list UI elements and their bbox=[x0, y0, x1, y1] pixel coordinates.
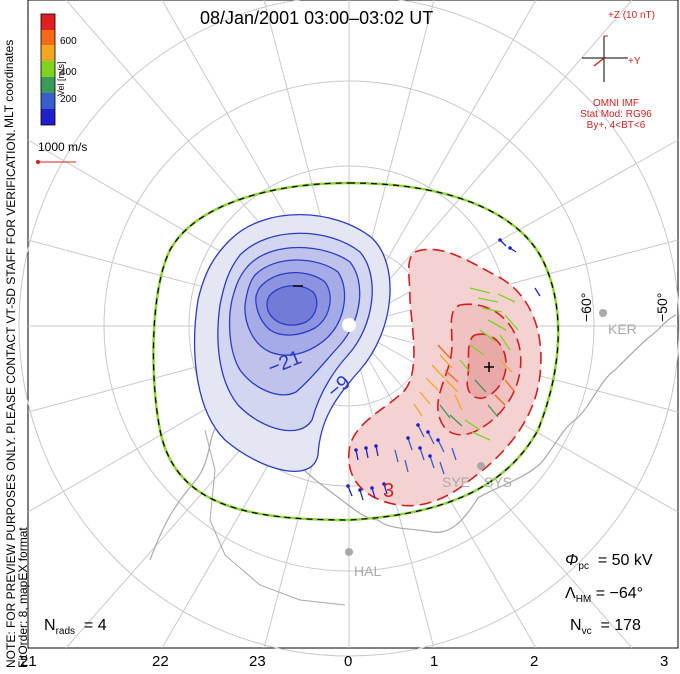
station-label-ker: KER bbox=[608, 321, 637, 337]
imf-model: Stat Mod: RG96 bbox=[580, 109, 652, 120]
stat-n-vc-value: 178 bbox=[614, 617, 641, 634]
hmb-boundary-dash bbox=[152, 182, 559, 521]
imf-y-label: +Y bbox=[628, 56, 641, 67]
mlt-tick-0: 0 bbox=[344, 653, 353, 670]
imf-dial bbox=[582, 35, 628, 82]
mlt-tick-3: 3 bbox=[660, 653, 669, 670]
imf-condition: By+, 4<BT<6 bbox=[586, 120, 646, 131]
station-label-sye: SYE bbox=[442, 474, 471, 490]
mlt-tick-22: 22 bbox=[152, 653, 169, 670]
imf-source: OMNI IMF bbox=[592, 98, 640, 109]
stat-n-rads-value: 4 bbox=[97, 617, 107, 634]
mlt-tick-21: 21 bbox=[20, 653, 37, 670]
velocity-scale-origin bbox=[36, 160, 40, 164]
negative-cell bbox=[194, 214, 391, 472]
colorbar-tick-200: 200 bbox=[60, 94, 77, 105]
note-line-2: FitOrder: 8, mapEX format bbox=[16, 527, 30, 668]
stat-n-rads: Nrads = 4 bbox=[44, 617, 107, 638]
map-title: 08/Jan/2001 03:00–03:02 UT bbox=[200, 8, 434, 28]
imf-info: OMNI IMF Stat Mod: RG96 By+, 4<BT<6 bbox=[556, 98, 676, 131]
colorbar bbox=[40, 13, 56, 126]
stat-lambda-hm: ΛHM = −64° bbox=[565, 585, 644, 606]
plot-frame bbox=[27, 0, 679, 649]
stat-phi-pc: Φpc = 50 kV bbox=[565, 552, 653, 573]
lat-label-60: −60° bbox=[578, 292, 594, 322]
lat-label-50: −50° bbox=[654, 292, 670, 322]
velocity-scale-label: 1000 m/s bbox=[38, 140, 88, 154]
mlt-tick-1: 1 bbox=[430, 653, 439, 670]
colorbar-tick-400: 400 bbox=[60, 67, 77, 78]
stat-phi-pc-value: 50 kV bbox=[611, 552, 653, 569]
station-label-hal: HAL bbox=[354, 563, 382, 579]
station-label-sys: SYS bbox=[484, 474, 513, 490]
vector-origins bbox=[346, 238, 512, 492]
stat-n-vc: Nvc = 178 bbox=[570, 617, 641, 638]
coastline-inner bbox=[204, 429, 346, 606]
stat-lambda-hm-value: −64° bbox=[609, 585, 644, 602]
colorbar-tick-600: 600 bbox=[60, 36, 77, 47]
mlt-tick-23: 23 bbox=[249, 653, 266, 670]
pole-marker bbox=[342, 318, 356, 332]
contour-label-3: 3 bbox=[383, 480, 395, 502]
station-markers bbox=[345, 309, 607, 556]
imf-field-label: +Z (10 nT) bbox=[608, 10, 655, 21]
mlt-tick-2: 2 bbox=[530, 653, 539, 670]
